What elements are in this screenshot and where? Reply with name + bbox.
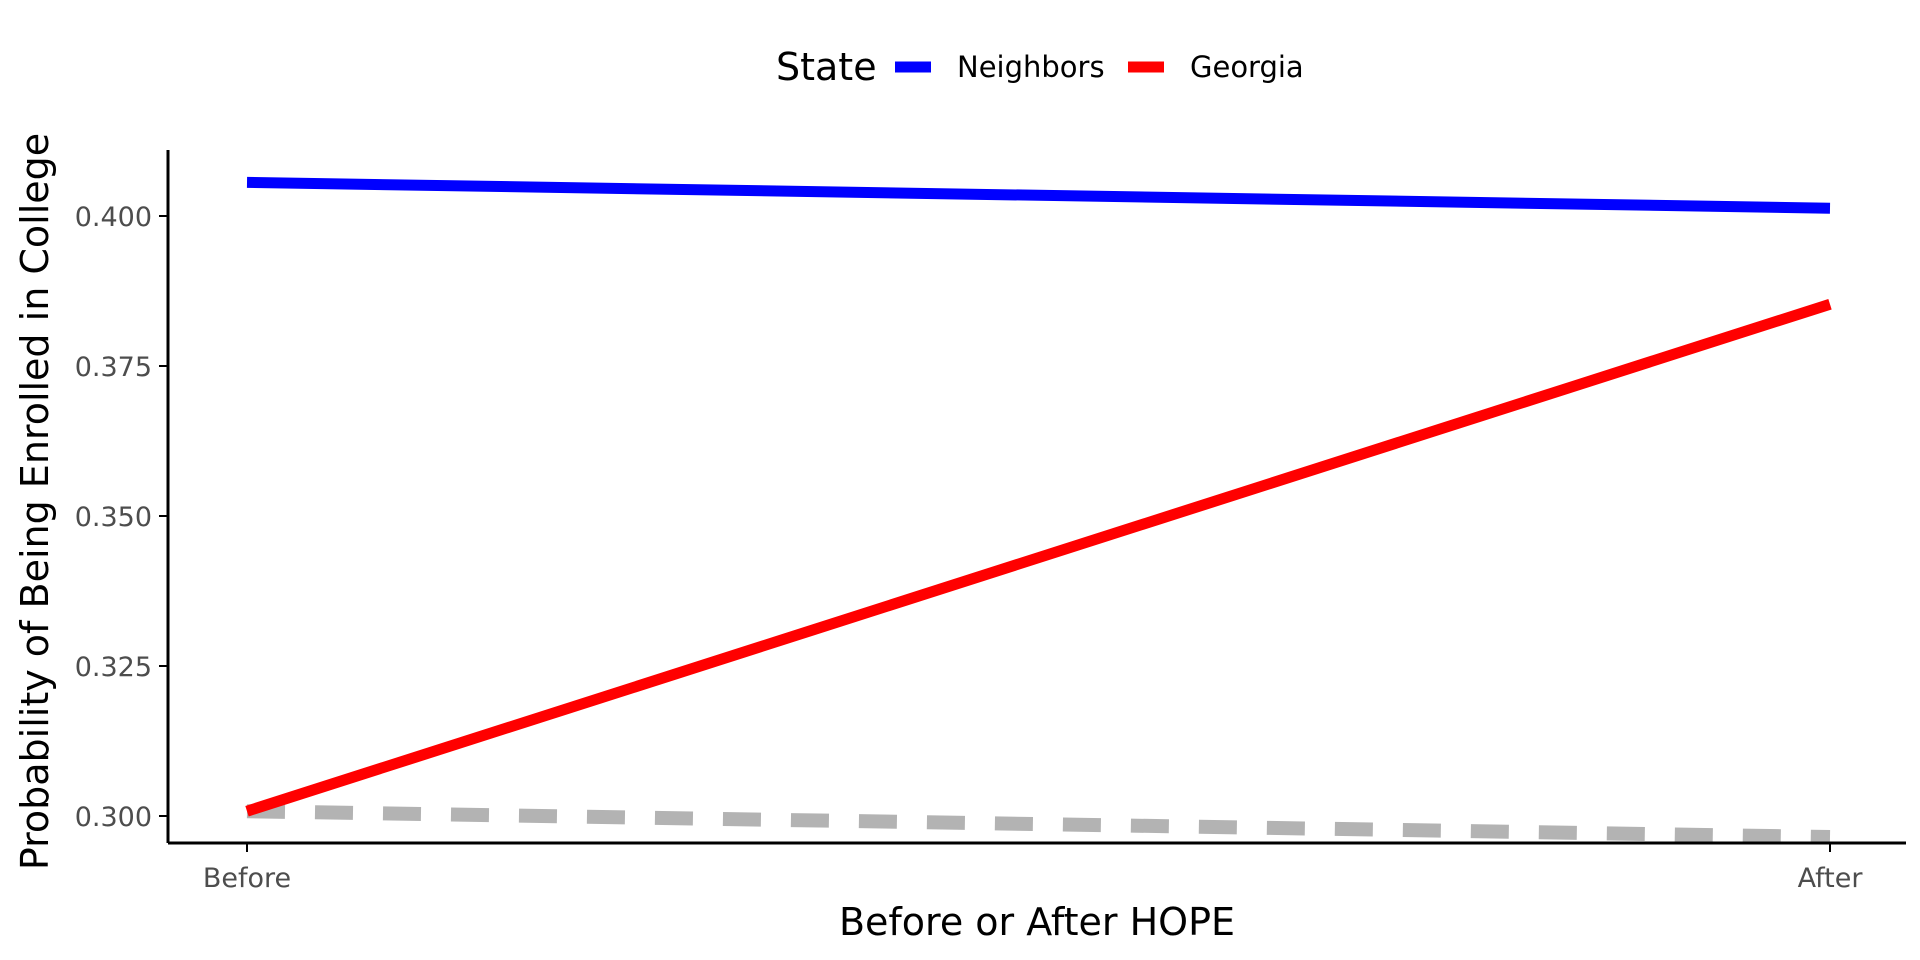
series-layer — [245, 176, 1832, 844]
x-axis-title: Before or After HOPE — [839, 900, 1235, 944]
axes: 0.300 0.325 0.350 0.375 0.400 Before After — [75, 150, 1906, 894]
x-tick-label: After — [1798, 863, 1864, 894]
legend-label-neighbors: Neighbors — [957, 50, 1105, 84]
legend: State Neighbors Georgia — [776, 45, 1304, 89]
y-tick-label: 0.400 — [75, 202, 152, 233]
y-tick-label: 0.350 — [75, 502, 152, 533]
y-tick-label: 0.375 — [75, 352, 152, 383]
x-tick-label: Before — [203, 863, 291, 894]
series-line-reference — [246, 804, 1831, 844]
y-tick-label: 0.325 — [75, 652, 152, 683]
y-tick-label: 0.300 — [75, 802, 152, 833]
legend-label-georgia: Georgia — [1190, 50, 1304, 84]
y-axis-title: Probability of Being Enrolled in College — [13, 133, 57, 870]
series-line-georgia — [245, 298, 1832, 817]
series-line-neighbors — [246, 176, 1831, 214]
legend-title: State — [776, 45, 877, 89]
